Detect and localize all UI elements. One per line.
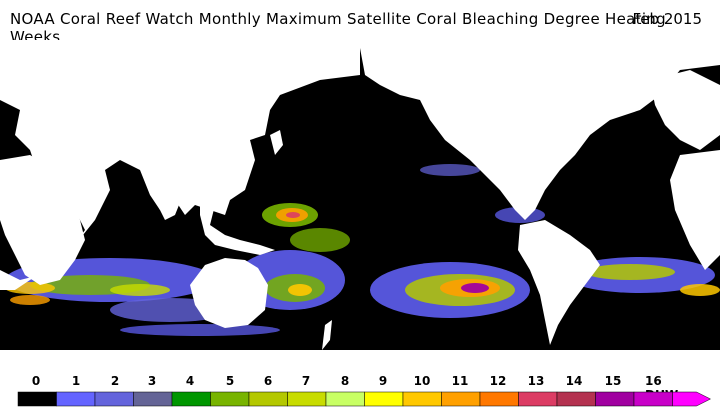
legend-label-9: 9 (378, 374, 388, 388)
legend-label-6: 6 (263, 374, 273, 388)
color-swatch-2 (94, 391, 134, 407)
legend-label-11: 11 (451, 374, 469, 388)
color-swatch-6 (248, 391, 288, 407)
legend-label-4: 4 (185, 374, 195, 388)
dhw-legend: 0 1 2 3 4 5 6 7 8 9 10 11 12 13 14 15 16… (0, 368, 720, 411)
legend-label-2: 2 (110, 374, 120, 388)
color-swatch-16 (633, 391, 673, 407)
title-bar: NOAA Coral Reef Watch Monthly Maximum Sa… (0, 0, 720, 46)
legend-label-15: 15 (604, 374, 622, 388)
legend-label-10: 10 (413, 374, 431, 388)
legend-label-5: 5 (225, 374, 235, 388)
color-swatch-15 (595, 391, 635, 407)
color-swatch-12 (479, 391, 519, 407)
color-swatch-11 (441, 391, 481, 407)
legend-label-1: 1 (71, 374, 81, 388)
color-swatch-10 (402, 391, 442, 407)
legend-label-12: 12 (489, 374, 507, 388)
legend-label-8: 8 (340, 374, 350, 388)
legend-label-7: 7 (301, 374, 311, 388)
dhw-world-map (0, 40, 720, 368)
color-swatch-8 (325, 391, 365, 407)
color-scale-bar (17, 391, 712, 407)
legend-label-0: 0 (31, 374, 41, 388)
color-swatch-14 (556, 391, 596, 407)
legend-label-3: 3 (147, 374, 157, 388)
color-swatch-17 (672, 391, 712, 407)
color-swatch-0 (17, 391, 57, 407)
color-swatch-9 (364, 391, 404, 407)
map-date: Feb 2015 (632, 10, 703, 28)
legend-label-13: 13 (527, 374, 545, 388)
color-swatch-5 (210, 391, 250, 407)
legend-label-14: 14 (565, 374, 583, 388)
land-masses (0, 40, 720, 368)
color-swatch-7 (287, 391, 327, 407)
color-swatch-4 (171, 391, 211, 407)
color-swatch-1 (56, 391, 96, 407)
color-swatch-3 (133, 391, 173, 407)
color-swatch-13 (518, 391, 558, 407)
